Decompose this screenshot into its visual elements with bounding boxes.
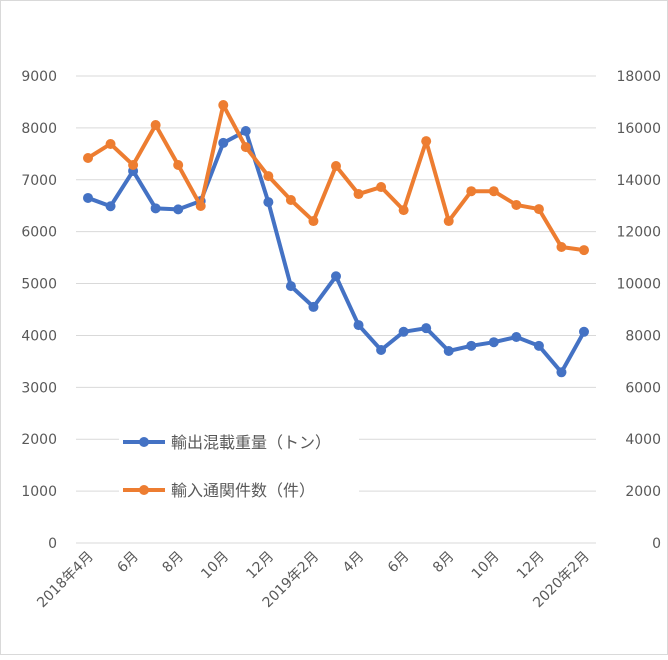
data-point [105,138,116,149]
data-point [398,326,409,337]
series-line-1 [86,103,585,253]
x-tick-label: 10月 [469,549,503,583]
x-tick-label: 10月 [198,549,232,583]
data-point [263,171,274,182]
y-left-tick-label: 9000 [21,69,57,85]
y-left-tick-label: 5000 [21,277,57,293]
data-point [173,204,184,215]
data-point [240,142,251,153]
y-left-tick-label: 0 [48,536,57,552]
y-left-tick-label: 4000 [21,328,57,344]
x-tick-label: 12月 [514,549,548,583]
data-point [353,189,364,200]
data-point [511,332,522,343]
x-tick-label: 8月 [430,549,458,577]
y-right-tick-label: 18000 [616,69,661,85]
data-point [353,320,364,331]
y-right-tick-label: 14000 [616,173,661,189]
data-point [105,201,116,212]
data-point [83,152,93,163]
y-right-tick-label: 8000 [625,328,661,344]
data-point [376,182,387,193]
y-right-tick-label: 10000 [616,277,661,293]
data-point [533,340,544,351]
y-left-tick-label: 3000 [21,380,57,396]
data-point [263,197,274,208]
x-tick-label: 2018年4月 [34,549,97,612]
y-right-tick-label: 6000 [625,380,661,396]
data-point [488,337,499,348]
data-point [443,216,454,227]
data-point [128,159,139,170]
data-point [421,136,432,147]
data-point [308,216,319,227]
y-left-tick-label: 8000 [21,121,57,137]
data-point [533,204,544,215]
data-point [218,137,229,148]
y-left-tick-label: 1000 [21,484,57,500]
y-right-tick-label: 0 [652,536,661,552]
y-right-tick-label: 2000 [625,484,661,500]
y-left-tick-label: 2000 [21,432,57,448]
data-point [376,344,387,355]
legend-marker [139,437,149,447]
data-point [443,346,454,357]
data-point [556,367,567,378]
y-right-tick-label: 16000 [616,121,661,137]
data-point [150,203,161,214]
data-point [285,281,296,292]
data-point [285,195,296,206]
data-point [466,186,477,197]
data-point [488,186,499,197]
legend-label: 輸入通関件数（件） [171,481,315,500]
data-point [83,192,93,203]
x-tick-label: 6月 [385,549,413,577]
data-point [511,199,522,210]
x-tick-label: 4月 [340,549,368,577]
data-point [308,301,319,312]
y-left-tick-label: 6000 [21,225,57,241]
data-point [195,200,206,211]
x-tick-label: 12月 [243,549,277,583]
data-point [466,340,477,351]
x-tick-label: 8月 [159,549,187,577]
data-point [556,241,567,252]
legend-marker [139,485,149,495]
data-point [173,159,184,170]
data-point [331,271,341,282]
y-right-tick-label: 12000 [616,225,661,241]
data-point [331,161,341,172]
data-point [218,100,229,111]
y-left-tick-label: 7000 [21,173,57,189]
x-tick-label: 6月 [114,549,142,577]
data-point [579,326,589,337]
legend-label: 輸出混載重量（トン） [171,433,331,452]
data-point [579,245,589,256]
data-point [240,126,251,137]
data-point [150,120,161,131]
data-point [421,323,432,334]
y-right-tick-label: 4000 [625,432,661,448]
data-point [398,205,409,216]
